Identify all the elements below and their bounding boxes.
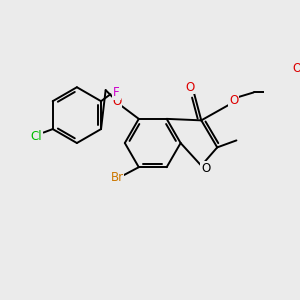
Text: Br: Br bbox=[110, 171, 124, 184]
Text: F: F bbox=[113, 86, 120, 99]
Text: O: O bbox=[292, 62, 300, 75]
Text: O: O bbox=[112, 95, 122, 108]
Text: O: O bbox=[229, 94, 238, 107]
Text: Cl: Cl bbox=[31, 130, 42, 143]
Text: O: O bbox=[201, 162, 210, 175]
Text: O: O bbox=[185, 81, 195, 94]
